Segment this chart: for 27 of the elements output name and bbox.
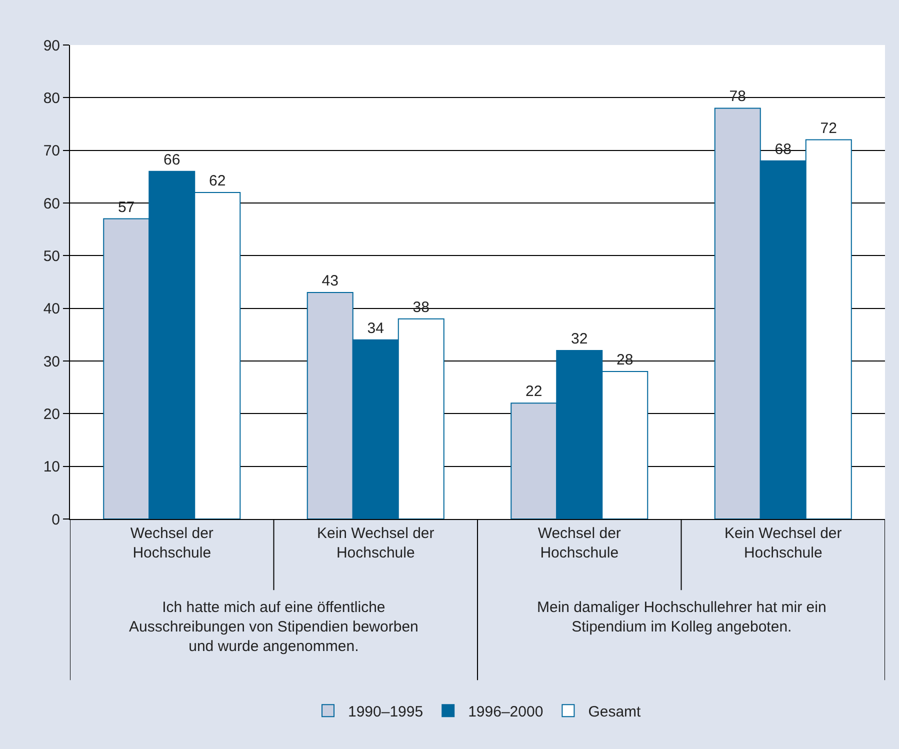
text: Ich hatte mich auf eine öffentliche Ausschreibungen von Stipendien beworben und wurde angenommen. <box>129 599 418 655</box>
data-label: 72 <box>820 120 837 137</box>
data-label: 43 <box>322 272 338 290</box>
y-tick-label: 0 <box>52 511 60 528</box>
y-tick-label: 90 <box>43 37 60 54</box>
y-tick-label: 30 <box>43 353 60 370</box>
data-label: 34 <box>367 320 384 337</box>
y-tick-label: 70 <box>43 142 60 160</box>
data-label: 22 <box>526 383 542 400</box>
y-tick-label: 20 <box>43 406 60 423</box>
y-tick-label: 80 <box>43 90 60 107</box>
x-tick-label: Wechsel der Hochschule <box>538 525 621 562</box>
data-label: 66 <box>164 151 180 168</box>
y-tick-label: 50 <box>43 248 60 265</box>
legend-label: Gesamt <box>588 703 642 720</box>
data-label: 57 <box>118 198 135 216</box>
y-tick-label: 60 <box>43 195 60 212</box>
x-tick-label: Wechsel der Hochschule <box>130 525 214 562</box>
data-label: 32 <box>571 330 588 348</box>
y-tick-label: 10 <box>43 458 60 476</box>
y-tick-label: 40 <box>43 300 60 318</box>
text: Mein damaliger Hochschullehrer hat mir ein Stipendium im Kolleg angeboten. <box>537 599 826 636</box>
legend-label: 1990–1995 <box>348 703 424 720</box>
legend-label: 1996–2000 <box>468 703 544 720</box>
data-label: 62 <box>209 172 226 190</box>
x-tick-label: Kein Wechsel der Hochschule <box>316 525 434 562</box>
x-tick-label: Kein Wechsel der Hochschule <box>724 525 842 562</box>
